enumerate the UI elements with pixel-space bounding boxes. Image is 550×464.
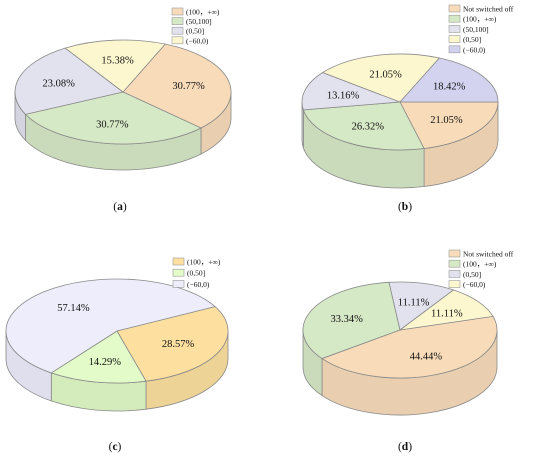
legend-label: (−60,0): [463, 45, 486, 54]
panel-a: 30.77% 30.77% 23.08% 15.38% (100，+∞)(50,100]…: [14, 7, 232, 213]
legend-swatch: [172, 268, 185, 277]
slice-value-label: 26.32%: [352, 122, 385, 133]
legend-swatch: [171, 36, 184, 45]
slice-value-label: 57.14%: [57, 303, 90, 314]
legend-label: Not switched off: [463, 5, 514, 14]
legend: (100，+∞) (0,50] (−60,0): [172, 257, 221, 289]
slice-value-label: 18.42%: [433, 82, 466, 93]
legend-label: (100，+∞): [186, 8, 220, 17]
panel-d: 44.44% 33.34% 11.11%11.11% Not switched off…: [302, 249, 514, 453]
legend-swatch: [448, 35, 461, 43]
pie-side-walls: [5, 330, 229, 412]
legend-label: (50,100]: [463, 25, 489, 34]
pie-slice: [321, 53, 441, 103]
pie-slice: [399, 57, 499, 103]
legend-swatch: [448, 280, 461, 288]
legend-swatch: [172, 257, 185, 266]
legend-swatch: [448, 249, 461, 258]
slice-value-label: 15.38%: [101, 55, 134, 66]
panel-caption: (b): [398, 201, 412, 213]
pie-slice: [14, 47, 124, 115]
pie-slice: [399, 289, 494, 331]
legend-swatch: [448, 259, 461, 268]
legend-swatch: [448, 4, 461, 13]
slice-value-label: 11.11%: [431, 308, 463, 319]
slice-value-label: 30.77%: [172, 81, 205, 92]
panel-caption: (a): [113, 201, 127, 213]
pie-slice: [302, 101, 425, 151]
legend-label: (−60,0): [186, 36, 209, 45]
pie-slice: [5, 278, 216, 374]
panel-caption: (c): [109, 441, 122, 453]
legend: (100，+∞)(50,100](0,50](−60,0): [171, 7, 220, 45]
legend-label: (−60,0): [463, 280, 486, 289]
legend-label: (0,50]: [186, 27, 204, 36]
legend-swatch: [448, 14, 461, 23]
legend-swatch: [171, 26, 184, 35]
pie-slice: [388, 281, 455, 331]
pie-slice: [302, 281, 401, 360]
panel-c: 28.57%14.29%57.14%(100，+∞)(0,50](−60,0)(…: [5, 257, 229, 453]
slice-value-label: 14.29%: [89, 357, 122, 368]
legend-swatch: [172, 280, 185, 288]
pie-slice: [321, 315, 498, 379]
slice-value-label: 28.57%: [162, 339, 195, 350]
legend-label: (−60,0): [187, 280, 210, 289]
pie-slice: [24, 91, 202, 145]
pie-slice: [301, 72, 401, 111]
legend: Not switched off(100，+∞)(0,50](−60,0): [448, 249, 514, 289]
legend-label: (100，+∞): [187, 258, 221, 267]
panel-caption: (d): [398, 441, 412, 453]
panel-b: 21.05% 26.32% 13.16% 21.05% 18.42% Not switch…: [301, 4, 514, 213]
slice-value-label: 21.05%: [369, 70, 402, 81]
legend-label: (100，+∞): [463, 15, 497, 24]
slice-value-label: 44.44%: [410, 351, 443, 362]
pie-slice: [116, 306, 229, 382]
slice-value-label: 13.16%: [327, 90, 360, 101]
pie-slice: [122, 43, 232, 129]
legend-label: (50,100]: [186, 17, 212, 26]
legend-label: Not switched off: [463, 250, 514, 259]
legend-swatch: [171, 7, 184, 16]
slice-value-label: 33.34%: [330, 314, 363, 325]
pie-slice: [399, 101, 499, 149]
legend-label: (0,50]: [187, 269, 205, 278]
pie-side-walls: [301, 101, 499, 189]
legend-label: (100，+∞): [463, 260, 497, 269]
slice-value-label: 21.05%: [430, 115, 463, 126]
legend-swatch: [171, 17, 184, 25]
legend-swatch: [448, 270, 461, 278]
pie-slice: [50, 330, 147, 384]
slice-value-label: 11.11%: [398, 297, 430, 308]
legend-label: (0,50]: [463, 35, 481, 44]
legend-swatch: [448, 45, 461, 54]
slice-value-label: 23.08%: [42, 79, 75, 90]
legend-swatch: [448, 25, 461, 33]
legend: Not switched off(100，+∞)(50,100](0,50](−…: [448, 4, 514, 54]
slice-value-label: 30.77%: [96, 119, 129, 130]
pie-slice: [64, 39, 166, 93]
legend-label: (0,50]: [463, 270, 481, 279]
